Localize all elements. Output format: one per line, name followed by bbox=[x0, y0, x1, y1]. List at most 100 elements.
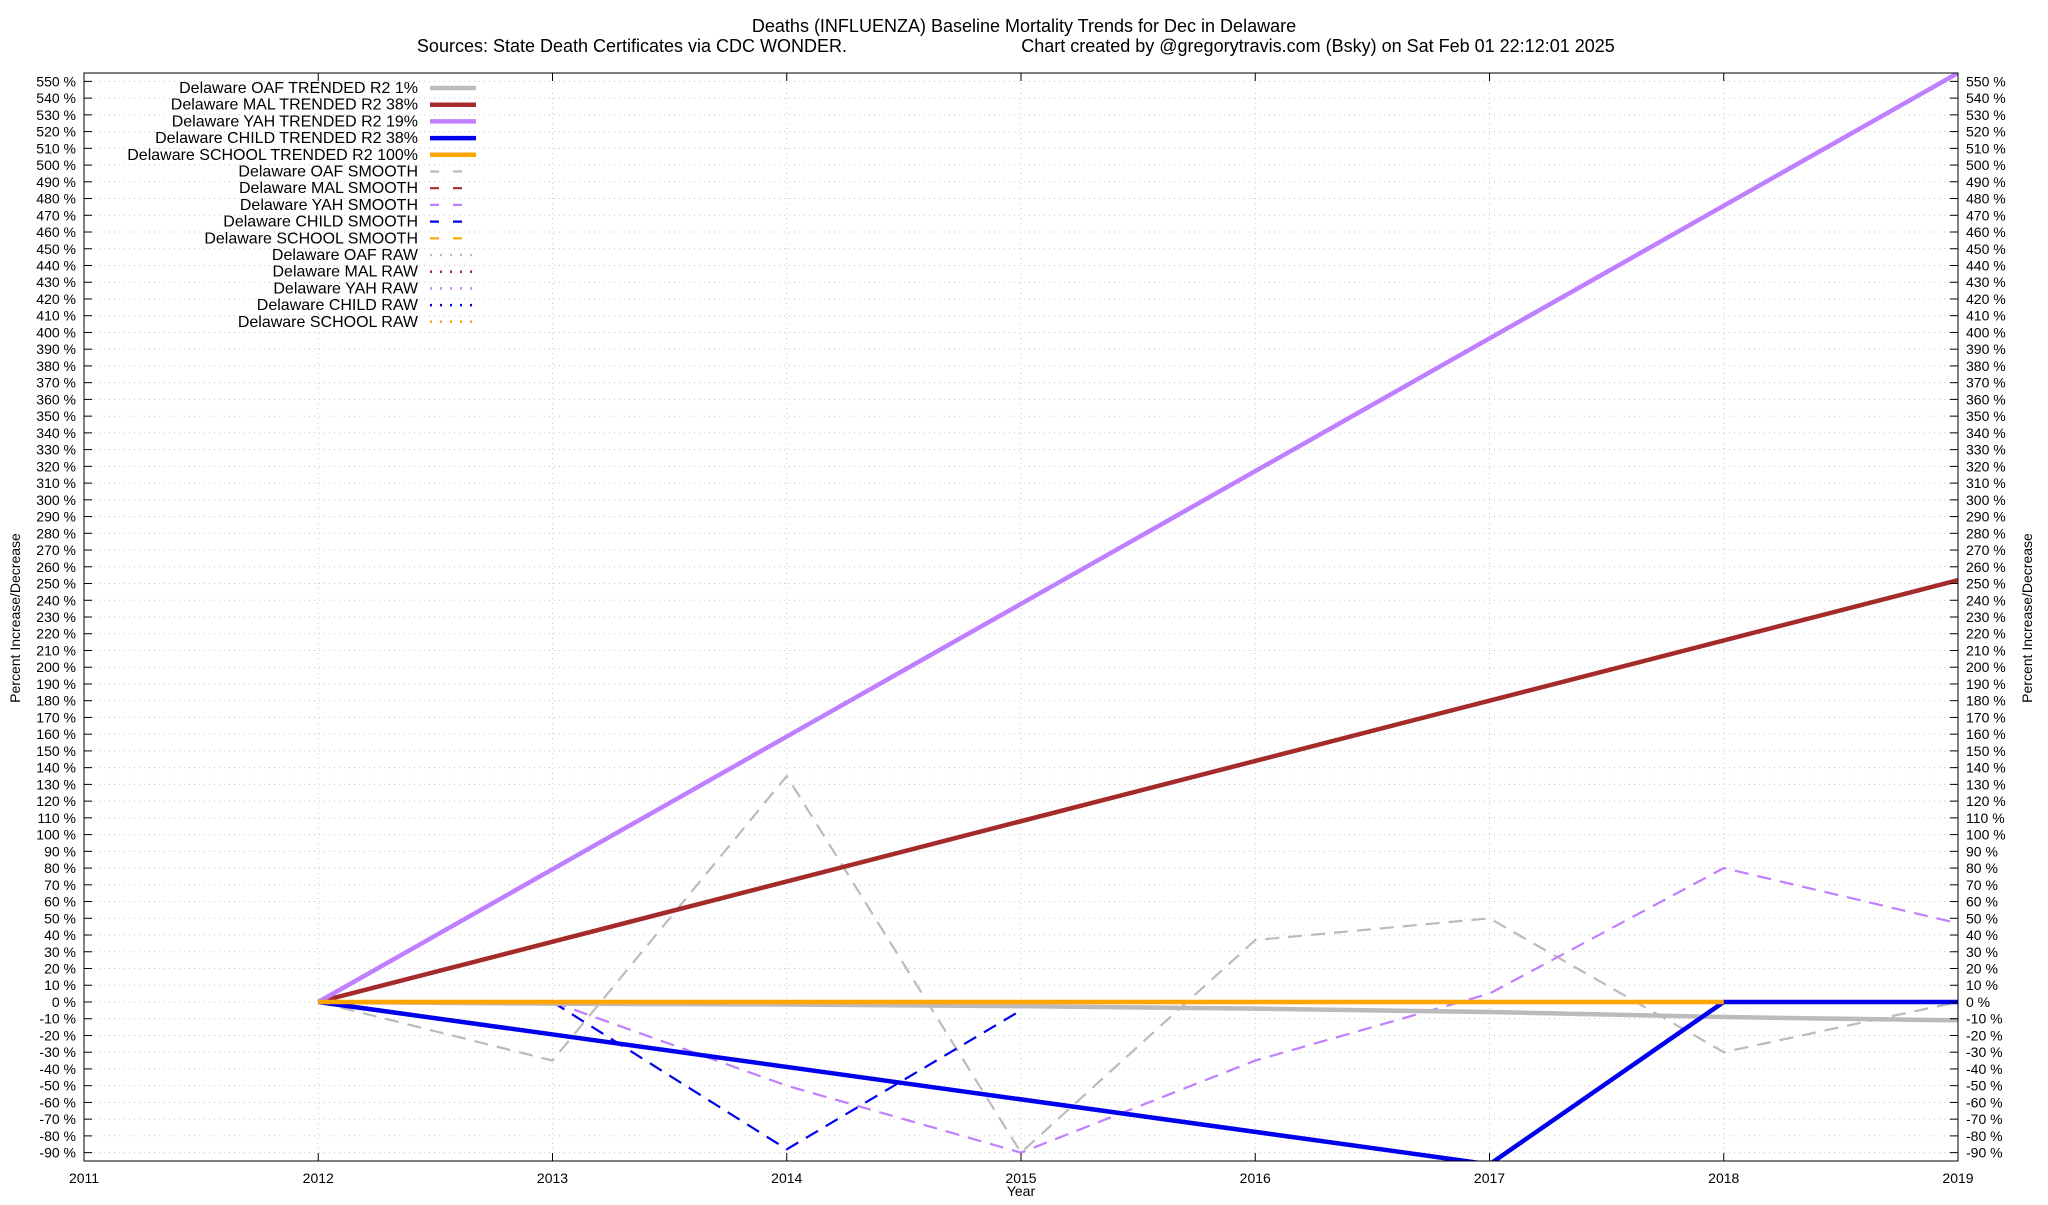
x-tick-label: 2013 bbox=[537, 1170, 568, 1186]
y-tick-label-left: 230 % bbox=[36, 609, 76, 625]
x-tick-label: 2018 bbox=[1708, 1170, 1739, 1186]
y-tick-label-left: 400 % bbox=[36, 324, 76, 340]
y-tick-label-right: 450 % bbox=[1966, 241, 2006, 257]
y-tick-label-right: 180 % bbox=[1966, 693, 2006, 709]
legend-label-11: Delaware OAF RAW bbox=[272, 247, 419, 264]
y-tick-label-left: 240 % bbox=[36, 592, 76, 608]
y-tick-label-left: 140 % bbox=[36, 760, 76, 776]
chart-subtitle-left: Sources: State Death Certificates via CD… bbox=[417, 36, 847, 56]
y-tick-label-right: -90 % bbox=[1966, 1145, 2003, 1161]
y-tick-label-right: 0 % bbox=[1966, 994, 1990, 1010]
y-tick-label-right: 200 % bbox=[1966, 659, 2006, 675]
y-tick-label-right: -80 % bbox=[1966, 1128, 2003, 1144]
y-tick-label-right: -70 % bbox=[1966, 1111, 2003, 1127]
y-tick-label-left: 320 % bbox=[36, 458, 76, 474]
y-tick-label-left: 190 % bbox=[36, 676, 76, 692]
series-line-8 bbox=[552, 866, 1958, 1154]
y-tick-label-left: 180 % bbox=[36, 693, 76, 709]
y-tick-label-right: 510 % bbox=[1966, 140, 2006, 156]
y-tick-label-right: 260 % bbox=[1966, 559, 2006, 575]
legend-label-14: Delaware CHILD RAW bbox=[257, 297, 419, 314]
y-tick-label-left: 100 % bbox=[36, 827, 76, 843]
y-tick-label-left: 350 % bbox=[36, 408, 76, 424]
legend-label-12: Delaware MAL RAW bbox=[272, 264, 418, 281]
y-tick-label-left: 290 % bbox=[36, 509, 76, 525]
y-tick-label-right: 370 % bbox=[1966, 375, 2006, 391]
x-axis-label: Year bbox=[1007, 1183, 1036, 1199]
y-tick-label-right: 280 % bbox=[1966, 525, 2006, 541]
legend-label-8: Delaware YAH SMOOTH bbox=[240, 197, 418, 214]
y-tick-label-right: 160 % bbox=[1966, 726, 2006, 742]
y-tick-label-left: -60 % bbox=[39, 1094, 76, 1110]
y-tick-label-right: 210 % bbox=[1966, 642, 2006, 658]
y-tick-label-right: 70 % bbox=[1966, 877, 1998, 893]
y-tick-label-left: 50 % bbox=[44, 910, 76, 926]
y-tick-label-left: 390 % bbox=[36, 341, 76, 357]
y-tick-label-left: 340 % bbox=[36, 425, 76, 441]
y-tick-label-left: 260 % bbox=[36, 559, 76, 575]
y-tick-label-left: 410 % bbox=[36, 308, 76, 324]
y-tick-label-left: 550 % bbox=[36, 73, 76, 89]
y-tick-label-left: 330 % bbox=[36, 442, 76, 458]
series-line-3 bbox=[317, 73, 1958, 1004]
series-line-2 bbox=[317, 578, 1958, 1005]
y-tick-label-right: 130 % bbox=[1966, 776, 2006, 792]
y-tick-label-left: 40 % bbox=[44, 927, 76, 943]
y-tick-label-left: 80 % bbox=[44, 860, 76, 876]
y-tick-label-left: -50 % bbox=[39, 1078, 76, 1094]
y-tick-label-right: 120 % bbox=[1966, 793, 2006, 809]
y-tick-label-left: 10 % bbox=[44, 977, 76, 993]
y-tick-label-right: 290 % bbox=[1966, 509, 2006, 525]
legend-label-9: Delaware CHILD SMOOTH bbox=[223, 214, 418, 231]
y-tick-label-left: 160 % bbox=[36, 726, 76, 742]
legend-label-7: Delaware MAL SMOOTH bbox=[239, 180, 418, 197]
y-tick-label-right: 150 % bbox=[1966, 743, 2006, 759]
y-tick-label-left: -40 % bbox=[39, 1061, 76, 1077]
legend-label-5: Delaware SCHOOL TRENDED R2 100% bbox=[127, 147, 418, 164]
y-tick-label-left: 520 % bbox=[36, 124, 76, 140]
y-tick-label-left: 540 % bbox=[36, 90, 76, 106]
y-tick-label-right: 20 % bbox=[1966, 961, 1998, 977]
y-tick-label-right: 90 % bbox=[1966, 843, 1998, 859]
y-tick-label-left: -30 % bbox=[39, 1044, 76, 1060]
y-tick-label-left: 60 % bbox=[44, 894, 76, 910]
x-tick-label: 2017 bbox=[1474, 1170, 1505, 1186]
legend-label-2: Delaware MAL TRENDED R2 38% bbox=[171, 97, 418, 114]
y-tick-label-right: 340 % bbox=[1966, 425, 2006, 441]
y-tick-label-right: 230 % bbox=[1966, 609, 2006, 625]
y-tick-label-left: 150 % bbox=[36, 743, 76, 759]
y-tick-label-right: 540 % bbox=[1966, 90, 2006, 106]
y-tick-label-left: 200 % bbox=[36, 659, 76, 675]
y-tick-label-left: -80 % bbox=[39, 1128, 76, 1144]
y-axis-label-left: Percent Increase/Decrease bbox=[7, 533, 23, 703]
y-tick-label-right: 30 % bbox=[1966, 944, 1998, 960]
legend: Delaware OAF TRENDED R2 1%Delaware MAL T… bbox=[127, 80, 476, 331]
y-tick-label-left: 360 % bbox=[36, 391, 76, 407]
y-tick-label-right: 480 % bbox=[1966, 191, 2006, 207]
y-tick-label-right: 270 % bbox=[1966, 542, 2006, 558]
y-tick-label-left: 280 % bbox=[36, 525, 76, 541]
legend-label-3: Delaware YAH TRENDED R2 19% bbox=[172, 113, 418, 130]
y-tick-label-left: 470 % bbox=[36, 207, 76, 223]
y-tick-label-right: 320 % bbox=[1966, 458, 2006, 474]
y-tick-label-right: 390 % bbox=[1966, 341, 2006, 357]
y-tick-label-right: 410 % bbox=[1966, 308, 2006, 324]
x-tick-label: 2016 bbox=[1240, 1170, 1271, 1186]
y-tick-label-left: 490 % bbox=[36, 174, 76, 190]
y-tick-label-right: -30 % bbox=[1966, 1044, 2003, 1060]
y-tick-label-left: -70 % bbox=[39, 1111, 76, 1127]
y-tick-label-left: 510 % bbox=[36, 140, 76, 156]
y-tick-label-left: 70 % bbox=[44, 877, 76, 893]
y-tick-label-left: 110 % bbox=[37, 810, 76, 826]
y-tick-label-left: 460 % bbox=[36, 224, 76, 240]
y-tick-label-left: 440 % bbox=[36, 257, 76, 273]
y-tick-label-left: 370 % bbox=[36, 375, 76, 391]
y-tick-label-right: 190 % bbox=[1966, 676, 2006, 692]
y-tick-label-right: 550 % bbox=[1966, 73, 2006, 89]
y-tick-label-right: 10 % bbox=[1966, 977, 1998, 993]
y-tick-label-right: 400 % bbox=[1966, 324, 2006, 340]
series-line-6 bbox=[317, 774, 1958, 1154]
y-tick-label-right: 250 % bbox=[1966, 576, 2006, 592]
y-tick-label-left: 530 % bbox=[36, 107, 76, 123]
